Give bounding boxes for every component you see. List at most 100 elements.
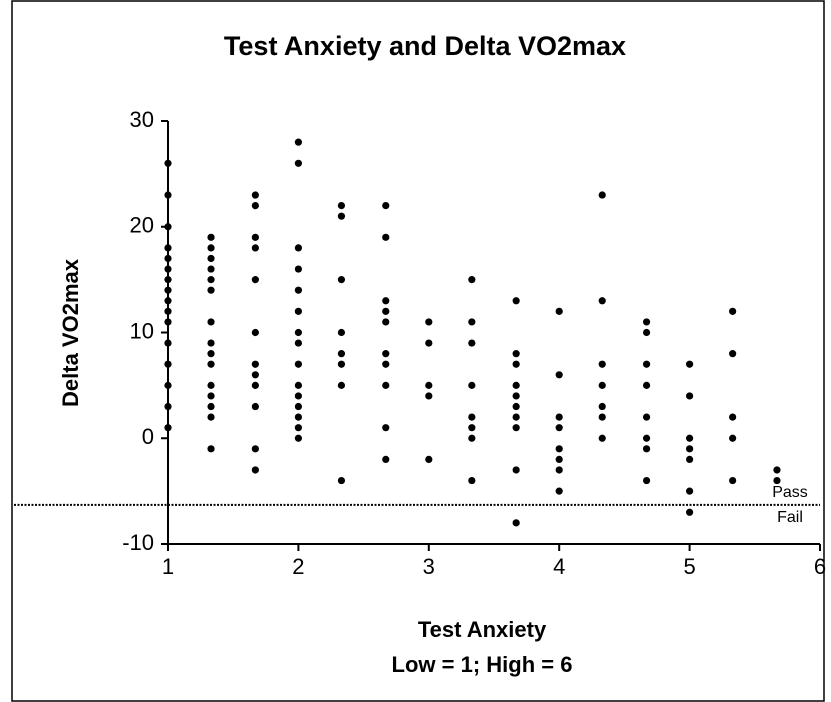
point — [382, 350, 390, 358]
point — [207, 392, 215, 400]
point — [294, 159, 302, 167]
point — [729, 413, 737, 421]
point — [512, 381, 520, 389]
point — [294, 381, 302, 389]
point — [512, 519, 520, 527]
point — [512, 402, 520, 411]
point — [294, 392, 302, 400]
point — [555, 466, 563, 474]
point — [468, 424, 476, 432]
point — [337, 476, 346, 485]
point — [294, 307, 302, 315]
point — [382, 233, 390, 241]
point — [598, 297, 606, 305]
point — [642, 434, 651, 442]
point — [294, 265, 302, 273]
point — [773, 476, 781, 485]
point — [294, 244, 302, 252]
point — [773, 466, 781, 474]
x-tick-label: 1 — [162, 554, 174, 579]
point — [686, 455, 694, 463]
point — [425, 392, 433, 400]
point — [598, 434, 606, 442]
point — [642, 318, 651, 326]
x-tick-label: 3 — [423, 554, 435, 579]
point — [337, 350, 346, 358]
y-tick-label: -10 — [122, 530, 154, 555]
point — [382, 318, 390, 326]
point — [207, 254, 215, 263]
point — [294, 286, 302, 294]
point — [729, 350, 737, 358]
point — [207, 402, 215, 411]
point — [251, 233, 259, 241]
y-tick-label: 10 — [130, 318, 154, 343]
point — [164, 244, 172, 252]
point — [642, 328, 651, 337]
point — [555, 445, 563, 453]
point — [207, 381, 215, 389]
point — [729, 476, 737, 485]
point — [164, 381, 172, 389]
point — [294, 339, 302, 347]
point — [642, 413, 651, 421]
x-tick-label: 2 — [292, 554, 304, 579]
point — [337, 212, 346, 220]
point — [642, 445, 651, 453]
point — [164, 159, 172, 167]
point — [337, 381, 346, 389]
point — [337, 360, 346, 368]
point — [598, 402, 606, 411]
point — [555, 424, 563, 432]
point — [512, 424, 520, 432]
point — [294, 328, 302, 337]
point — [512, 350, 520, 358]
point — [686, 508, 694, 516]
point — [207, 350, 215, 358]
y-axis-label: Delta VO2max — [58, 258, 83, 407]
point — [512, 466, 520, 474]
point — [337, 328, 346, 337]
point — [382, 381, 390, 389]
y-tick-label: 20 — [130, 213, 154, 238]
point — [555, 371, 563, 379]
point — [382, 297, 390, 305]
x-tick-label: 6 — [814, 554, 826, 579]
point — [294, 138, 302, 146]
point — [555, 413, 563, 421]
point — [468, 276, 476, 284]
point — [164, 307, 172, 315]
point — [251, 328, 259, 337]
point — [512, 297, 520, 305]
point — [251, 202, 259, 210]
point — [382, 424, 390, 432]
point — [207, 339, 215, 347]
point — [251, 244, 259, 252]
point — [555, 307, 563, 315]
point — [512, 360, 520, 368]
point — [164, 424, 172, 432]
point — [642, 476, 651, 485]
point — [207, 286, 215, 294]
point — [294, 402, 302, 411]
point — [294, 413, 302, 421]
point — [598, 413, 606, 421]
point — [686, 445, 694, 453]
point — [207, 265, 215, 273]
point — [164, 318, 172, 326]
x-axis-label: Low = 1; High = 6 — [392, 652, 573, 677]
point — [207, 445, 215, 453]
point — [555, 487, 563, 495]
point — [207, 360, 215, 368]
point — [164, 191, 172, 199]
x-tick-label: 5 — [683, 554, 695, 579]
point — [164, 339, 172, 347]
point — [164, 286, 172, 294]
point — [251, 360, 259, 368]
point — [686, 487, 694, 495]
point — [642, 360, 651, 368]
point — [251, 371, 259, 379]
point — [425, 339, 433, 347]
point — [512, 392, 520, 400]
